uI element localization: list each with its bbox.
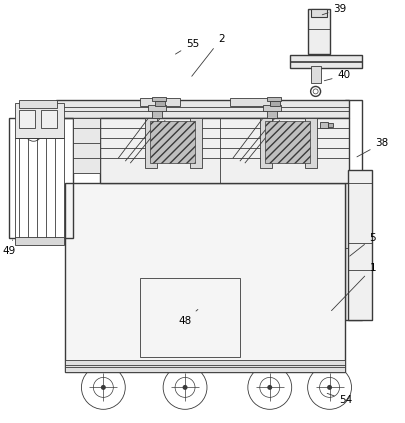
Circle shape — [326, 385, 331, 390]
Bar — [259, 118, 271, 168]
Bar — [40, 110, 56, 128]
Bar — [310, 9, 326, 16]
Bar — [19, 100, 56, 108]
Text: 48: 48 — [178, 310, 197, 326]
Bar — [15, 237, 64, 245]
Bar — [262, 105, 280, 111]
Bar — [264, 121, 309, 163]
Bar — [310, 66, 320, 83]
Bar — [140, 99, 180, 106]
Bar — [304, 118, 316, 168]
Bar — [344, 100, 362, 320]
Bar — [319, 122, 327, 128]
Text: 55: 55 — [175, 38, 199, 54]
Text: 54: 54 — [326, 393, 352, 405]
Text: 39: 39 — [322, 4, 346, 15]
Bar — [9, 118, 73, 238]
Bar — [152, 110, 162, 118]
Bar — [65, 183, 344, 372]
Bar — [229, 99, 269, 106]
Bar — [266, 110, 276, 118]
Circle shape — [100, 385, 106, 390]
Bar — [19, 110, 34, 128]
Bar — [15, 138, 64, 238]
Bar — [15, 103, 64, 138]
Bar — [73, 118, 100, 173]
Bar — [347, 270, 371, 320]
Text: 49: 49 — [3, 240, 16, 256]
Bar — [145, 118, 157, 168]
Bar — [55, 100, 349, 118]
Bar — [65, 365, 344, 372]
Text: 1: 1 — [330, 263, 375, 310]
Text: 5: 5 — [349, 233, 375, 256]
Text: 2: 2 — [191, 33, 224, 76]
Bar — [148, 105, 166, 111]
Bar — [266, 97, 280, 102]
Bar — [269, 102, 279, 106]
Bar — [152, 97, 166, 102]
Bar — [307, 9, 329, 54]
Bar — [347, 170, 371, 320]
Bar — [190, 118, 202, 168]
Bar — [140, 278, 239, 357]
Bar — [100, 118, 349, 183]
Circle shape — [266, 385, 272, 390]
Bar — [65, 360, 344, 368]
Bar — [327, 123, 332, 127]
Text: 40: 40 — [324, 71, 350, 81]
Bar — [150, 121, 194, 163]
Text: 38: 38 — [356, 138, 388, 157]
Bar — [155, 102, 165, 106]
Circle shape — [182, 385, 187, 390]
Bar — [289, 55, 362, 69]
